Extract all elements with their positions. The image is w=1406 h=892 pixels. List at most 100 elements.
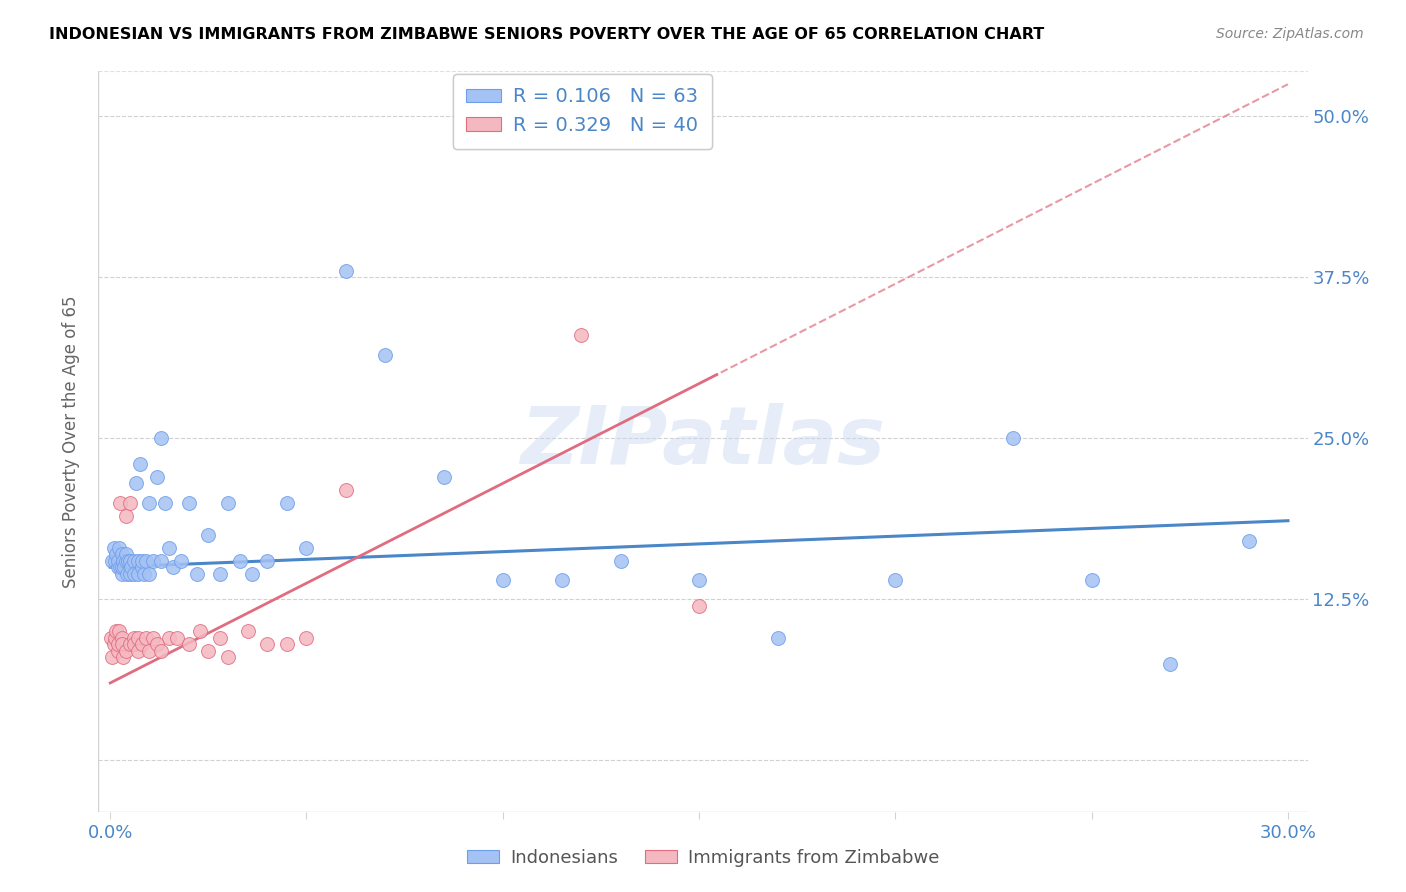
Point <box>115 554 138 568</box>
Point <box>135 631 157 645</box>
Point <box>236 624 259 639</box>
Point <box>111 554 134 568</box>
Point <box>138 496 160 510</box>
Text: Source: ZipAtlas.com: Source: ZipAtlas.com <box>1216 27 1364 41</box>
Point <box>150 554 173 568</box>
Point <box>295 541 318 555</box>
Point <box>492 573 515 587</box>
Point <box>1159 657 1181 671</box>
Point <box>229 554 252 568</box>
Point <box>1237 534 1260 549</box>
Point <box>138 644 160 658</box>
Point <box>209 566 232 581</box>
Point <box>146 470 169 484</box>
Point <box>104 631 127 645</box>
Point <box>115 547 138 561</box>
Point <box>104 554 127 568</box>
Point <box>177 637 200 651</box>
Point <box>166 631 188 645</box>
Point <box>688 573 710 587</box>
Point <box>142 554 165 568</box>
Point <box>105 624 128 639</box>
Point <box>217 496 239 510</box>
Point <box>295 631 318 645</box>
Point <box>127 644 149 658</box>
Point <box>146 637 169 651</box>
Point <box>107 637 129 651</box>
Point <box>157 631 180 645</box>
Point <box>197 644 219 658</box>
Point <box>153 496 176 510</box>
Point <box>127 554 149 568</box>
Point <box>117 554 139 568</box>
Legend: Indonesians, Immigrants from Zimbabwe: Indonesians, Immigrants from Zimbabwe <box>460 842 946 874</box>
Point <box>240 566 263 581</box>
Point <box>131 560 153 574</box>
Point <box>118 566 141 581</box>
Point <box>103 541 125 555</box>
Point <box>157 541 180 555</box>
Point <box>111 566 134 581</box>
Point <box>118 496 141 510</box>
Point <box>118 554 141 568</box>
Point <box>118 637 141 651</box>
Point <box>1002 431 1025 445</box>
Point <box>115 566 138 581</box>
Point <box>335 264 357 278</box>
Point <box>135 554 157 568</box>
Point <box>217 650 239 665</box>
Point <box>101 554 124 568</box>
Point <box>122 566 145 581</box>
Point <box>115 508 138 523</box>
Point <box>128 457 150 471</box>
Point <box>190 624 212 639</box>
Point <box>150 644 173 658</box>
Point <box>112 560 135 574</box>
Point <box>150 431 173 445</box>
Point <box>107 560 129 574</box>
Point <box>100 631 122 645</box>
Point <box>122 554 145 568</box>
Point <box>1080 573 1102 587</box>
Point <box>142 631 165 645</box>
Point <box>122 631 145 645</box>
Point <box>101 650 124 665</box>
Point <box>550 573 572 587</box>
Point <box>569 328 592 343</box>
Point <box>884 573 907 587</box>
Point <box>127 631 149 645</box>
Point <box>276 637 298 651</box>
Legend: R = 0.106   N = 63, R = 0.329   N = 40: R = 0.106 N = 63, R = 0.329 N = 40 <box>453 74 711 149</box>
Point <box>170 554 193 568</box>
Point <box>111 631 134 645</box>
Point <box>107 644 129 658</box>
Point <box>256 637 278 651</box>
Point <box>103 637 125 651</box>
Point <box>111 560 134 574</box>
Point <box>433 470 456 484</box>
Point <box>122 637 145 651</box>
Point <box>127 566 149 581</box>
Y-axis label: Seniors Poverty Over the Age of 65: Seniors Poverty Over the Age of 65 <box>62 295 80 588</box>
Point <box>209 631 232 645</box>
Point <box>177 496 200 510</box>
Point <box>115 644 138 658</box>
Point <box>162 560 184 574</box>
Point <box>186 566 208 581</box>
Point <box>138 566 160 581</box>
Point <box>108 560 131 574</box>
Point <box>688 599 710 613</box>
Point <box>276 496 298 510</box>
Point <box>766 631 789 645</box>
Point <box>374 348 396 362</box>
Point <box>108 496 131 510</box>
Point <box>131 637 153 651</box>
Point <box>107 554 129 568</box>
Point <box>108 541 131 555</box>
Point <box>197 528 219 542</box>
Point <box>125 476 148 491</box>
Point <box>105 547 128 561</box>
Point <box>111 650 134 665</box>
Point <box>131 554 153 568</box>
Text: INDONESIAN VS IMMIGRANTS FROM ZIMBABWE SENIORS POVERTY OVER THE AGE OF 65 CORREL: INDONESIAN VS IMMIGRANTS FROM ZIMBABWE S… <box>49 27 1045 42</box>
